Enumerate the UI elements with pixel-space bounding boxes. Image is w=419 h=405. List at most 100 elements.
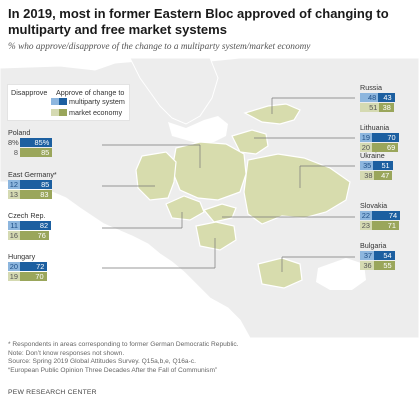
bar-row-market: 38 47: [360, 171, 393, 180]
bar-multiparty-approve: 85: [20, 180, 53, 189]
bar-market-approve: 83: [20, 190, 52, 199]
bar-market-approve: 70: [20, 272, 47, 281]
bar-multiparty-approve: 74: [372, 211, 401, 220]
map-czech-rep: [165, 195, 205, 221]
bar-multiparty-approve: 72: [20, 262, 48, 271]
bar-row-multiparty: 48 43: [360, 93, 395, 102]
bar-market-disapprove: 13: [8, 190, 20, 199]
bar-row-multiparty: 11 82: [8, 221, 52, 230]
map-bulgaria: [257, 257, 303, 289]
country-czech-rep: Czech Rep. 11 82 16 76: [8, 211, 52, 240]
bar-row-market: 19 70: [8, 272, 47, 281]
chart-subtitle: % who approve/disapprove of the change t…: [8, 42, 311, 52]
country-bulgaria: Bulgaria 37 54 36 55: [360, 241, 395, 270]
map-hungary: [195, 221, 237, 251]
legend-swatch-market-disapprove: [51, 109, 59, 116]
legend-approve-label: Approve of change to: [56, 88, 125, 97]
note-asterisk: * Respondents in areas corresponding to …: [8, 341, 239, 348]
bar-market-disapprove: 51: [360, 103, 380, 112]
bar-row-multiparty: 20 72: [8, 262, 48, 271]
bar-row-multiparty: 8% 85%: [8, 138, 53, 147]
note-source: Source: Spring 2019 Global Attitudes Sur…: [8, 358, 196, 366]
country-name-lithuania: Lithuania: [360, 123, 390, 132]
country-name-hungary: Hungary: [8, 252, 36, 261]
legend-market-label: market economy: [69, 108, 123, 117]
bar-multiparty-approve: 85%: [20, 138, 53, 147]
bar-market-approve: 47: [374, 171, 393, 180]
country-name-czech-rep: Czech Rep.: [8, 211, 46, 220]
bar-row-market: 20 69: [360, 143, 399, 152]
bar-market-disapprove: 20: [360, 143, 372, 152]
map-water-black-sea: [316, 258, 366, 290]
legend: Disapprove Approve of change to multipar…: [7, 84, 130, 121]
bar-row-market: 16 76: [8, 231, 49, 240]
bar-multiparty-disapprove: 8%: [8, 138, 19, 147]
country-name-east-germany: East Germany*: [8, 170, 57, 179]
bar-market-disapprove: 16: [8, 231, 20, 240]
legend-disapprove-label: Disapprove: [11, 88, 48, 97]
map-east-germany: [135, 151, 177, 201]
bar-row-multiparty: 19 70: [360, 133, 399, 142]
country-ukraine: Ukraine 35 51 38 47: [360, 151, 393, 180]
bar-row-multiparty: 35 51: [360, 161, 393, 170]
legend-swatch-multiparty-disapprove: [51, 98, 59, 105]
bar-row-market: 23 71: [360, 221, 399, 230]
legend-swatch-market-approve: [59, 109, 67, 116]
bar-multiparty-disapprove: 22: [360, 211, 372, 220]
brand-footer: PEW RESEARCH CENTER: [8, 389, 97, 396]
bar-row-market: 8 85: [8, 148, 53, 157]
notes: * Respondents in areas corresponding to …: [8, 341, 412, 376]
bar-row-market: 13 83: [8, 190, 57, 199]
bar-row-market: 36 55: [360, 261, 395, 270]
country-name-slovakia: Slovakia: [360, 201, 388, 210]
country-name-poland: Poland: [8, 128, 31, 137]
bar-row-market: 51 38: [360, 103, 394, 112]
bar-market-disapprove: 19: [8, 272, 20, 281]
country-hungary: Hungary 20 72 19 70: [8, 252, 48, 281]
bar-multiparty-disapprove: 12: [8, 180, 20, 189]
bar-row-multiparty: 22 74: [360, 211, 401, 220]
bar-multiparty-disapprove: 37: [360, 251, 375, 260]
legend-multiparty-label: multiparty system: [69, 97, 125, 106]
bar-multiparty-disapprove: 48: [360, 93, 379, 102]
bar-market-disapprove: 36: [360, 261, 374, 270]
map-water-west: [0, 182, 50, 338]
bar-market-approve: 71: [372, 221, 399, 230]
bar-multiparty-approve: 51: [373, 161, 393, 170]
bar-multiparty-disapprove: 11: [8, 221, 20, 230]
country-russia: Russia 48 43 51 38: [360, 83, 395, 112]
map-ukraine: [243, 153, 351, 225]
bar-row-multiparty: 12 85: [8, 180, 57, 189]
bar-multiparty-disapprove: 19: [360, 133, 372, 142]
country-name-bulgaria: Bulgaria: [360, 241, 387, 250]
country-name-ukraine: Ukraine: [360, 151, 385, 160]
country-east-germany: East Germany* 12 85 13 83: [8, 170, 57, 199]
map-water-baltic: [168, 116, 228, 144]
map-water-south: [120, 294, 180, 338]
bar-row-multiparty: 37 54: [360, 251, 395, 260]
note-dont-know: Note: Don’t know responses not shown.: [8, 349, 125, 357]
bar-multiparty-disapprove: 20: [8, 262, 20, 271]
note-report: “European Public Opinion Three Decades A…: [8, 367, 218, 375]
bar-multiparty-disapprove: 35: [360, 161, 374, 170]
bar-market-approve: 55: [373, 261, 395, 270]
bar-multiparty-approve: 82: [20, 221, 52, 230]
bar-multiparty-approve: 54: [374, 251, 395, 260]
bar-market-approve: 76: [20, 231, 49, 240]
bar-multiparty-approve: 43: [378, 93, 395, 102]
country-poland: Poland 8% 85% 8 85: [8, 128, 53, 157]
country-slovakia: Slovakia 22 74 23 71: [360, 201, 401, 230]
map-russia: [243, 103, 301, 125]
bar-market-disapprove: 23: [360, 221, 372, 230]
bar-multiparty-approve: 70: [372, 133, 399, 142]
bar-market-disapprove: 38: [360, 171, 375, 180]
bar-market-approve: 69: [372, 143, 399, 152]
legend-swatch-multiparty-approve: [59, 98, 67, 105]
bar-market-approve: 85: [20, 148, 53, 157]
leader-lines: [102, 97, 355, 272]
map-land-scandinavia: [129, 58, 219, 125]
map-slovakia: [202, 203, 237, 223]
chart-title: In 2019, most in former Eastern Bloc app…: [8, 6, 389, 37]
europe-map: [0, 58, 419, 338]
country-name-russia: Russia: [360, 83, 382, 92]
